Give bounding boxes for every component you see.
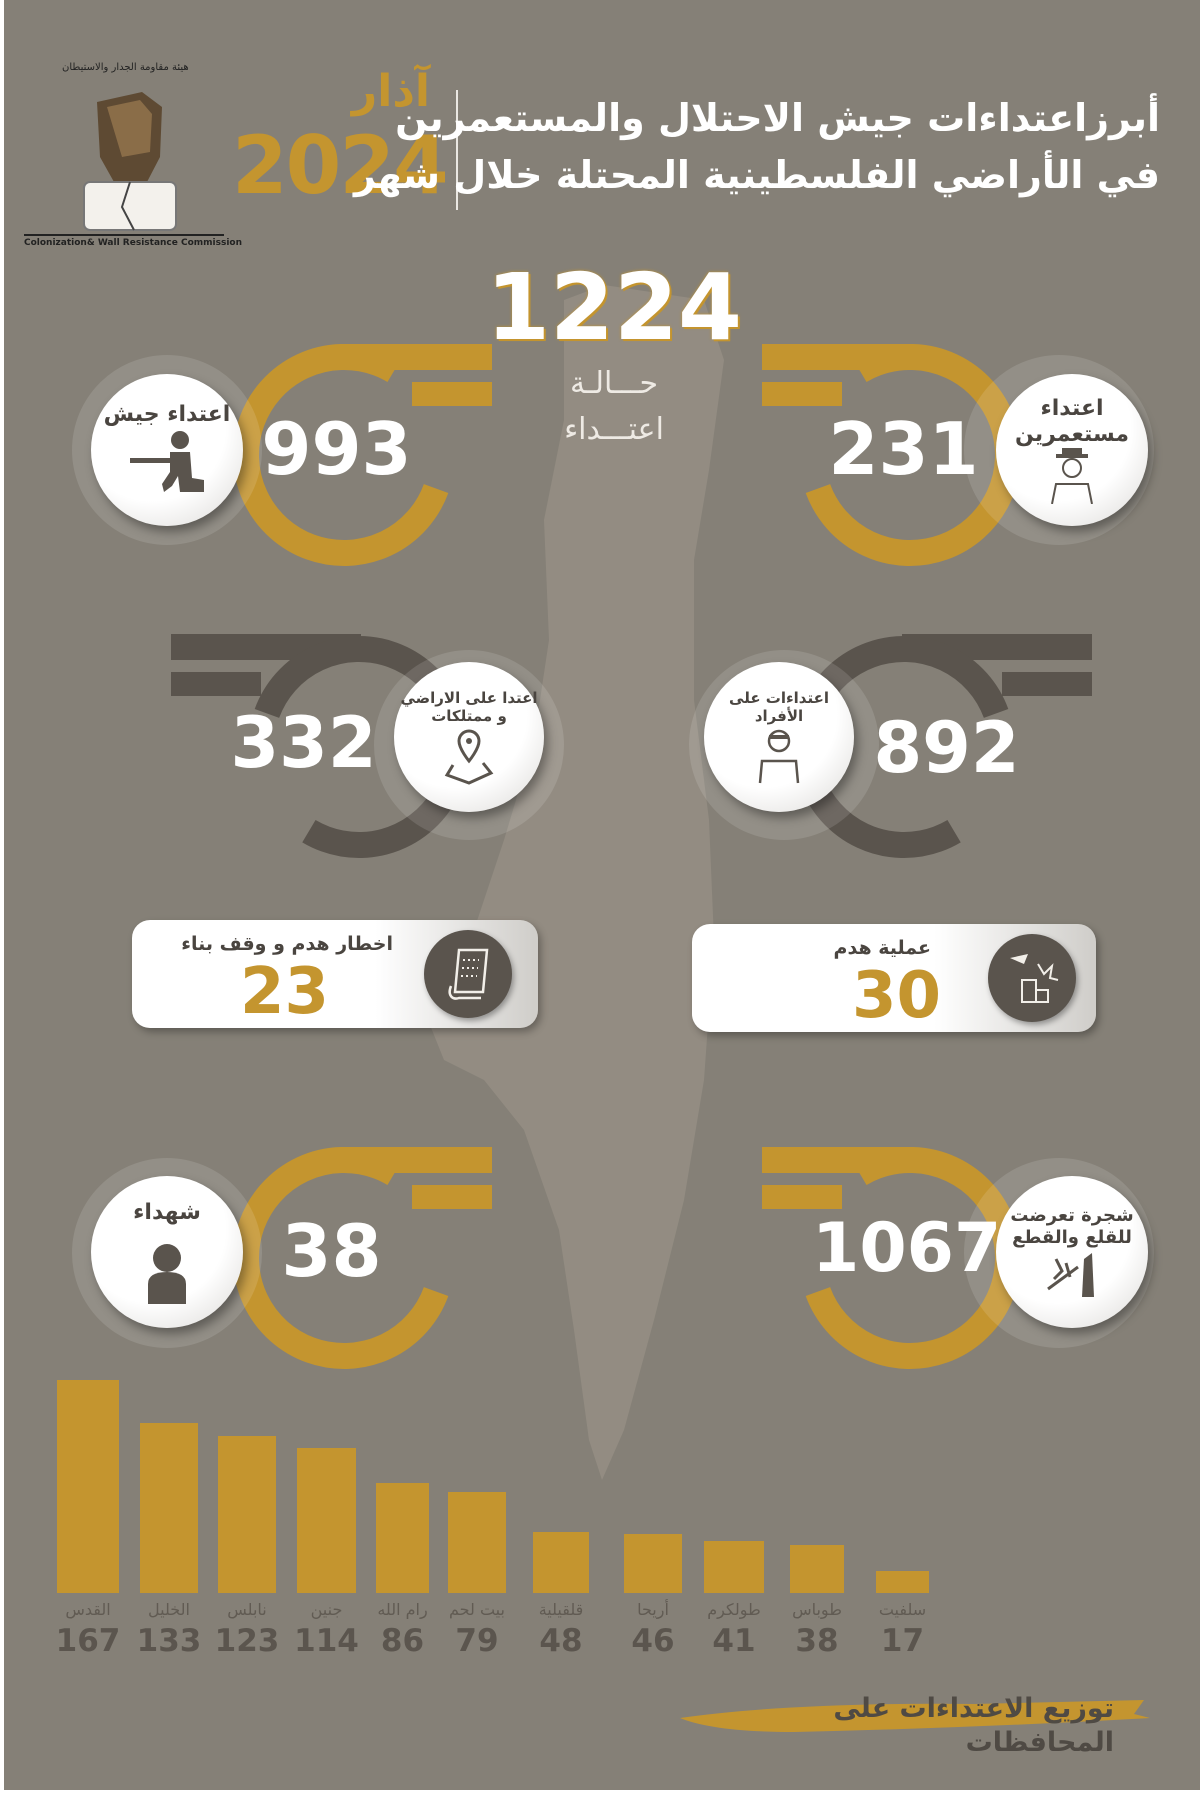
bar-7 [624, 1534, 682, 1593]
palestine-map-silhouette [424, 285, 724, 1480]
org-name-english: Colonization& Wall Resistance Commission [24, 238, 243, 248]
martyrs-label: شهداء [133, 1199, 201, 1225]
bar-label-3: جنين [310, 1600, 343, 1619]
bar-8 [704, 1540, 764, 1593]
title-line-1: أبرزاعتداءات جيش الاحتلال والمستعمرين [395, 96, 1160, 140]
bar-label-4: رام الله [377, 1600, 428, 1619]
bar-label-9: طوباس [792, 1600, 842, 1619]
bar-label-10: سلفيت [878, 1600, 927, 1619]
army-ring [233, 344, 492, 566]
martyrs-count: 38 [281, 1209, 382, 1293]
commission-logo: هيئة مقاومة الجدار والاستيطان Colonizati… [22, 62, 242, 252]
infographic: هيئة مقاومة الجدار والاستيطان Colonizati… [4, 0, 1200, 1790]
bar-value-10: 17 [880, 1623, 925, 1659]
army-bubble: اعتداء جيش [91, 374, 243, 526]
bar-label-2: نابلس [227, 1600, 267, 1619]
bar-value-8: 41 [712, 1623, 756, 1659]
demolition-notices-card: اخطار هدم و وقف بناء 23 [132, 920, 538, 1028]
bar-label-7: أريحا [637, 1600, 669, 1619]
notices-label: اخطار هدم و وقف بناء [181, 933, 393, 955]
land-label-2: و ممتلكات [431, 707, 507, 725]
bar-label-0: القدس [65, 1600, 111, 1619]
martyrs-ring [233, 1147, 492, 1369]
governorates-bar-chart: القدس 167 الخليل 133 نابلس 123 جنين 114 رام الله… [4, 0, 1200, 1790]
individuals-label-1: اعتداءات على [729, 689, 829, 707]
title-line-2: في الأراضي الفلسطينية المحتلة خلال شهر [353, 153, 1161, 197]
trees-label-2: للقلع والقطع [1012, 1227, 1132, 1248]
caption-brush-stroke [680, 1700, 1150, 1732]
land-label-1: اعتدا على الاراضي [400, 689, 538, 707]
demolition-icon [988, 934, 1076, 1022]
total-label-cases: حـــالـة [569, 366, 659, 401]
bar-4 [376, 1483, 429, 1593]
map-pin-icon [444, 729, 494, 785]
bar-1 [140, 1423, 198, 1593]
bar-6 [533, 1531, 589, 1593]
trees-count: 1067 [812, 1209, 1002, 1288]
total-count: 1224 [485, 254, 743, 361]
bar-value-3: 114 [294, 1623, 359, 1659]
notices-count: 23 [240, 955, 330, 1029]
header-divider [456, 90, 458, 210]
trees-bubble: شجرة تعرضت للقلع والقطع [996, 1176, 1148, 1328]
bar-value-6: 48 [539, 1623, 583, 1659]
year-label: 2024 [232, 119, 449, 212]
settlers-label-2: مستعمرين [1015, 422, 1129, 447]
demolitions-label: عملية هدم [833, 937, 931, 959]
bar-label-1: الخليل [148, 1600, 190, 1619]
bar-value-7: 46 [631, 1623, 675, 1659]
bar-label-5: بيت لحم [449, 1600, 505, 1619]
individuals-label-2: الأفراد [754, 707, 804, 725]
settler-icon [1051, 448, 1093, 505]
document-icon [424, 930, 512, 1018]
individuals-count: 892 [873, 707, 1020, 789]
chart-title: توزيع الاعتداءات على المحافظات [833, 1693, 1114, 1758]
settlers-label-1: اعتداء [1040, 395, 1104, 421]
land-bubble: اعتدا على الاراضي و ممتلكات [394, 662, 544, 812]
settlers-count: 231 [828, 407, 979, 491]
bar-10 [876, 1571, 929, 1593]
bar-2 [218, 1436, 276, 1593]
bar-value-4: 86 [380, 1623, 425, 1659]
bar-3 [297, 1447, 356, 1593]
month-label: آذار [351, 66, 430, 117]
bar-5 [448, 1492, 506, 1593]
org-name-arabic: هيئة مقاومة الجدار والاستيطان [62, 62, 189, 73]
martyrs-bubble: شهداء [91, 1176, 243, 1328]
person-icon [148, 1244, 186, 1305]
trees-label-1: شجرة تعرضت [1010, 1205, 1134, 1227]
army-label: اعتداء جيش [103, 401, 231, 427]
soldier-icon [130, 431, 204, 493]
land-count: 332 [230, 702, 377, 784]
demolitions-count: 30 [852, 959, 942, 1033]
settlers-bubble: اعتداء مستعمرين [996, 374, 1148, 526]
individuals-bubble: اعتداءات على الأفراد [704, 662, 854, 812]
army-count: 993 [261, 407, 412, 491]
total-label-attacks: اعتـــداء [564, 412, 664, 447]
injured-person-icon [758, 729, 800, 784]
bar-value-5: 79 [455, 1623, 499, 1659]
bar-value-2: 123 [214, 1623, 280, 1659]
bar-label-8: طولكرم [707, 1600, 761, 1619]
bar-value-1: 133 [136, 1623, 202, 1659]
bar-9 [790, 1544, 844, 1593]
demolitions-card: عملية هدم 30 [692, 924, 1096, 1032]
bar-0 [57, 1380, 119, 1593]
tree-cut-icon [1047, 1252, 1094, 1297]
bar-value-9: 38 [795, 1623, 839, 1659]
bar-value-0: 167 [55, 1623, 121, 1659]
bar-label-6: قلقيلية [538, 1600, 584, 1619]
